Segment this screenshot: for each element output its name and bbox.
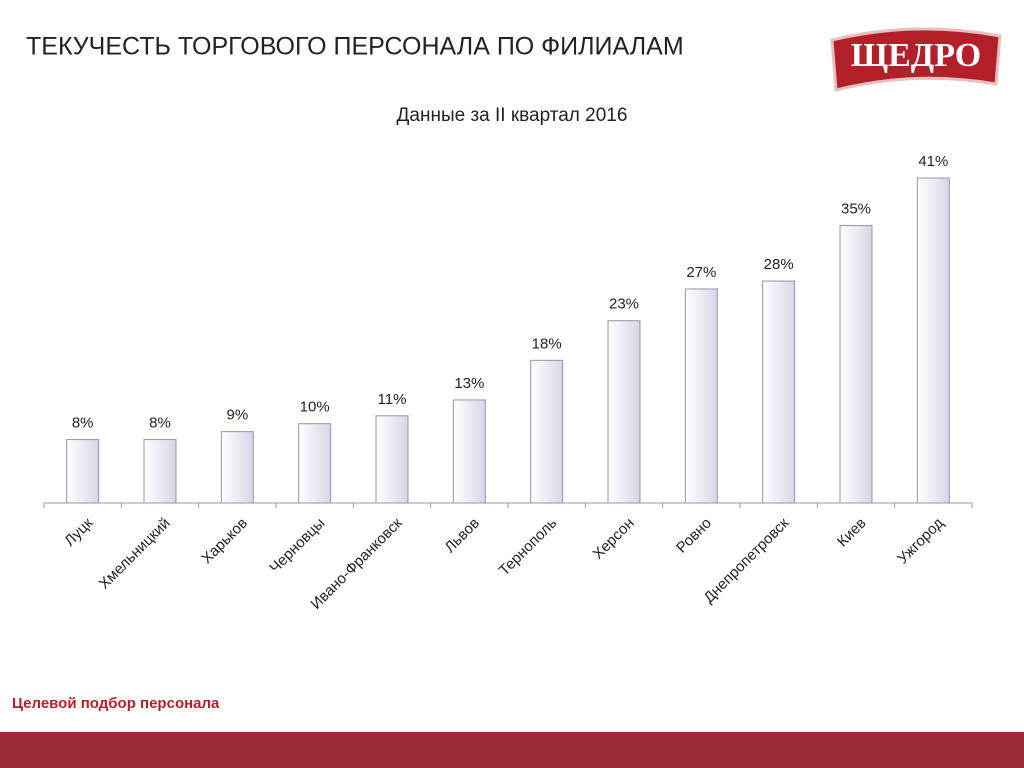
bar bbox=[220, 431, 254, 504]
value-label: 23% bbox=[609, 296, 639, 313]
chart-title: Данные за II квартал 2016 bbox=[397, 105, 628, 126]
value-label: 28% bbox=[764, 256, 794, 273]
value-label: 13% bbox=[454, 375, 484, 392]
bar bbox=[916, 177, 950, 504]
bar bbox=[762, 280, 796, 504]
bar bbox=[684, 288, 718, 504]
bar bbox=[607, 320, 641, 504]
value-label: 35% bbox=[841, 201, 871, 218]
bar bbox=[298, 423, 332, 504]
logo-shape bbox=[830, 27, 1002, 92]
footer-band bbox=[0, 732, 1024, 768]
logo-text: ЩЕДРО bbox=[851, 37, 981, 74]
bar bbox=[143, 439, 177, 504]
footer-text: Целевой подбор персонала bbox=[12, 695, 220, 712]
logo: ЩЕДРО bbox=[830, 27, 1002, 92]
bar bbox=[66, 439, 100, 504]
value-label: 8% bbox=[72, 415, 94, 432]
value-label: 27% bbox=[686, 264, 716, 281]
slide-title: ТЕКУЧЕСТЬ ТОРГОВОГО ПЕРСОНАЛА ПО ФИЛИАЛА… bbox=[26, 33, 684, 61]
value-label: 18% bbox=[532, 335, 562, 352]
bar bbox=[375, 415, 409, 504]
value-label: 9% bbox=[226, 407, 248, 424]
value-label: 41% bbox=[918, 153, 948, 170]
bar bbox=[530, 359, 564, 504]
bar bbox=[839, 225, 873, 504]
value-label: 10% bbox=[300, 399, 330, 416]
value-label: 8% bbox=[149, 415, 171, 432]
value-label: 11% bbox=[378, 391, 407, 408]
bar bbox=[452, 399, 486, 504]
